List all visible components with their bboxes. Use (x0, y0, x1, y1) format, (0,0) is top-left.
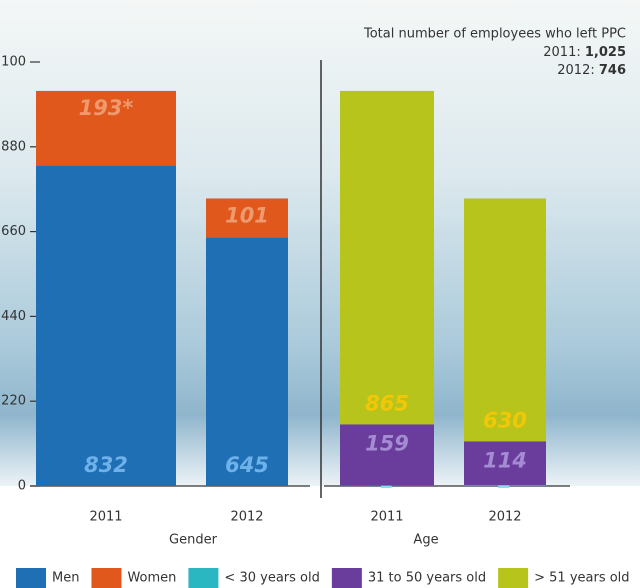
annotation-line: 2012: 746 (557, 63, 626, 78)
bar-segment (340, 90, 434, 425)
bar-segment (36, 165, 176, 486)
value-label: 832 (84, 453, 128, 477)
bar-segment (464, 441, 546, 486)
annotation-value: 1,025 (585, 45, 626, 60)
legend-swatch (16, 568, 46, 588)
x-tick-label: 2012 (488, 510, 521, 525)
annotation-label: 2012: (557, 63, 594, 78)
legend-label: Men (52, 571, 79, 586)
value-label: 114 (483, 448, 527, 472)
x-tick-label: 2012 (230, 510, 263, 525)
y-tick-label: 1,100 (0, 55, 26, 70)
x-tick-label: 2011 (89, 510, 122, 525)
y-tick-label: 220 (1, 394, 26, 409)
value-label: 645 (225, 453, 269, 477)
y-tick-label: 660 (1, 224, 26, 239)
y-tick-label: 440 (1, 309, 26, 324)
x-axis-label: Age (413, 533, 438, 548)
bar-segment (340, 424, 434, 486)
bar-segment (206, 198, 288, 238)
legend-swatch (331, 568, 362, 588)
legend-label: Women (127, 571, 176, 586)
annotation-line: 2011: 1,025 (543, 45, 626, 60)
annotation-value: 746 (599, 63, 626, 78)
legend-swatch (498, 568, 529, 588)
x-axis-label: Gender (169, 533, 218, 548)
y-tick-label: 0 (18, 479, 26, 494)
value-label: 865 (365, 391, 409, 415)
legend-swatch (188, 568, 219, 588)
annotation-label: 2011: (543, 45, 580, 60)
bar-segment (36, 90, 176, 166)
bar-segment (464, 485, 546, 486)
legend-swatch (91, 568, 122, 588)
value-label: 630 (483, 408, 527, 432)
x-tick-label: 2011 (370, 510, 403, 525)
legend-label: > 51 years old (534, 571, 629, 586)
legend-label: < 30 years old (224, 571, 319, 586)
y-tick-label: 880 (1, 139, 26, 154)
value-label: 193* (79, 96, 134, 120)
bar-segment (464, 198, 546, 442)
annotation-title: Total number of employees who left PPC (363, 27, 626, 42)
value-label: 101 (225, 203, 269, 227)
legend-label: 31 to 50 years old (368, 571, 486, 586)
bar-segment (206, 237, 288, 486)
value-label: 159 (365, 431, 409, 455)
